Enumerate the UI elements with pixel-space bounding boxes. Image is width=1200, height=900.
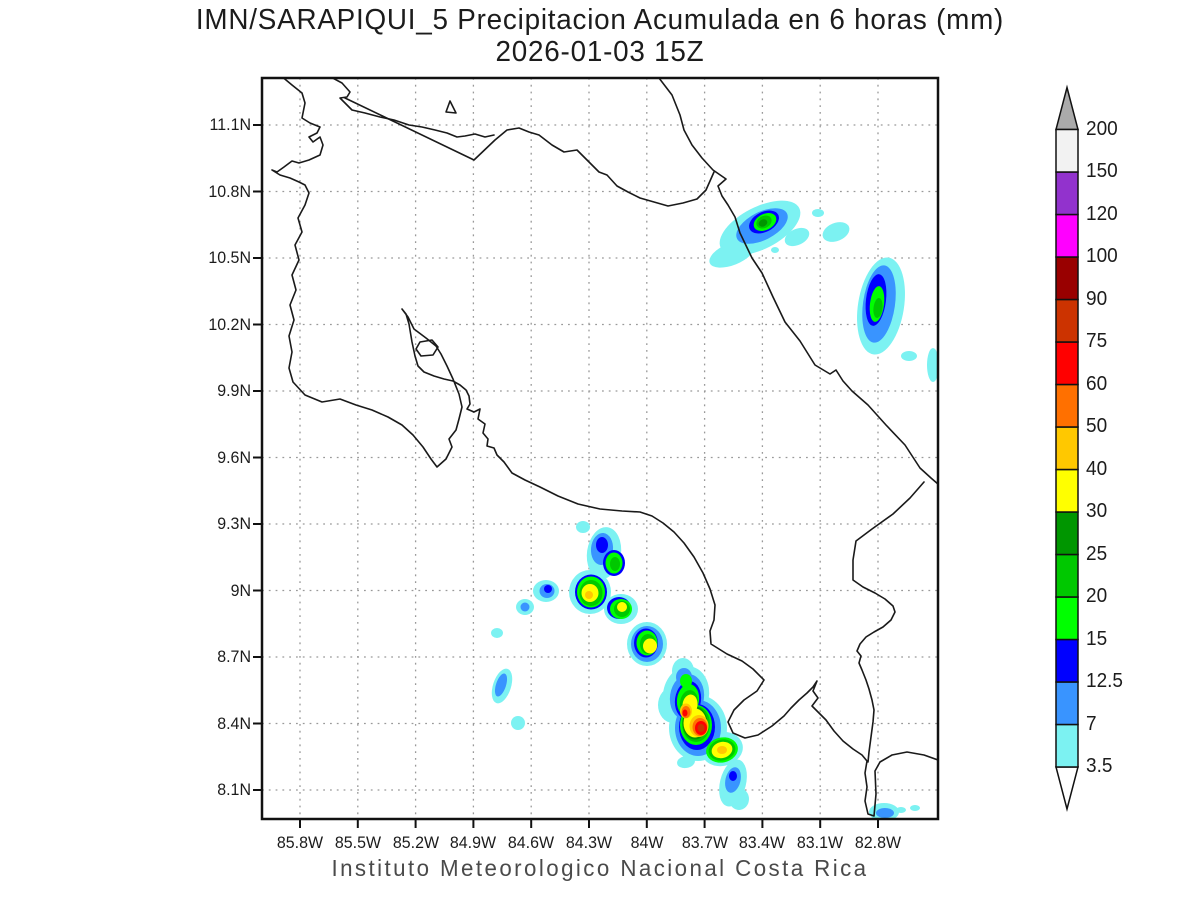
- precipitation-contours: [491, 200, 937, 818]
- colorbar: [1055, 84, 1079, 812]
- lat-tick-label: 8.1N: [217, 780, 251, 799]
- colorbar-level-label: 3.5: [1086, 755, 1113, 777]
- lon-tick-label: 85.5W: [334, 833, 381, 852]
- lat-tick-label: 11.1N: [209, 115, 251, 134]
- colorbar-level-label: 120: [1086, 202, 1118, 225]
- colorbar-box: [1055, 298, 1079, 343]
- contour-level-darkred: [697, 724, 705, 732]
- colorbar-box: [1055, 553, 1079, 598]
- colorbar-over-arrow: [1055, 84, 1079, 131]
- contour-level-green: [579, 215, 883, 761]
- lon-tick-label: 83.1W: [797, 833, 844, 852]
- colorbar-level-label: 90: [1086, 287, 1108, 310]
- lon-tick-label: 83.4W: [739, 833, 786, 852]
- lat-tick-label: 9.9N: [217, 381, 251, 400]
- map-frame: [260, 76, 940, 821]
- plot-valid-time: 2026-01-03 15Z: [495, 36, 705, 68]
- lon-tick-label: 85.2W: [392, 833, 439, 852]
- lat-tick-label: 8.7N: [217, 647, 251, 666]
- colorbar-box: [1055, 213, 1079, 258]
- panama-border: [852, 481, 925, 763]
- lon-tick-label: 84.6W: [508, 833, 555, 852]
- colorbar-level-label: 60: [1086, 372, 1108, 395]
- lon-tick-label: 82.8W: [854, 833, 902, 852]
- gridlines: [262, 78, 938, 819]
- nicaragua-border: [344, 97, 715, 207]
- colorbar-level-label: 100: [1086, 245, 1118, 267]
- colorbar-level-label: 25: [1086, 542, 1108, 565]
- caribbean-coastline: [658, 79, 937, 485]
- institution-footer: Instituto Meteorologico Nacional Costa R…: [331, 855, 869, 881]
- lat-tick-label: 9.6N: [217, 447, 251, 467]
- colorbar-level-label: 150: [1086, 160, 1118, 182]
- colorbar-box: [1055, 383, 1079, 428]
- lat-tick-label: 10.8N: [208, 181, 251, 201]
- lat-tick-label: 10.5N: [208, 248, 251, 267]
- lat-tick-label: 9N: [230, 580, 251, 600]
- lake-nicaragua-shore: [332, 79, 495, 138]
- colorbar-level-label: 20: [1086, 585, 1108, 607]
- lat-tick-label: 9.3N: [217, 514, 251, 533]
- lon-tick-label: 84W: [630, 833, 664, 852]
- pacific-coastline: [271, 79, 937, 817]
- colorbar-box: [1055, 681, 1079, 726]
- colorbar-level-label: 75: [1086, 330, 1108, 352]
- colorbar-box: [1055, 723, 1079, 768]
- contour-level-brightgreen: [577, 213, 885, 763]
- colorbar-level-label: 15: [1086, 627, 1108, 650]
- lake-island: [445, 100, 457, 114]
- colorbar-level-label: 200: [1086, 117, 1118, 140]
- lon-tick-label: 83.7W: [681, 833, 728, 852]
- colorbar-under-arrow: [1055, 766, 1079, 812]
- colorbar-box: [1055, 638, 1079, 683]
- plot-title: IMN/SARAPIQUI_5 Precipitacion Acumulada …: [195, 4, 1005, 36]
- colorbar-level-label: 7: [1086, 712, 1097, 735]
- lon-tick-label: 85.8W: [276, 833, 324, 852]
- contour-level-darkgreen: [682, 219, 768, 740]
- colorbar-level-label: 30: [1086, 500, 1108, 522]
- colorbar-box: [1055, 256, 1079, 301]
- lat-tick-label: 8.4N: [217, 713, 251, 733]
- lon-tick-label: 84.3W: [565, 833, 613, 852]
- colorbar-box: [1055, 171, 1079, 216]
- colorbar-level-label: 50: [1086, 415, 1108, 437]
- axis-ticks: [253, 124, 879, 828]
- colorbar-box: [1055, 468, 1079, 513]
- colorbar-box: [1055, 511, 1079, 556]
- coastline: [271, 79, 937, 817]
- colorbar-box: [1055, 596, 1079, 641]
- colorbar-box: [1055, 128, 1079, 173]
- lat-tick-label: 10.2N: [208, 314, 251, 334]
- colorbar-box: [1055, 341, 1079, 386]
- contour-level-darkblue: [544, 210, 887, 781]
- lon-tick-label: 84.9W: [450, 833, 497, 852]
- chira-island: [415, 339, 439, 357]
- colorbar-level-label: 12.5: [1086, 670, 1123, 692]
- colorbar-box: [1055, 426, 1079, 471]
- colorbar-level-label: 40: [1086, 457, 1108, 480]
